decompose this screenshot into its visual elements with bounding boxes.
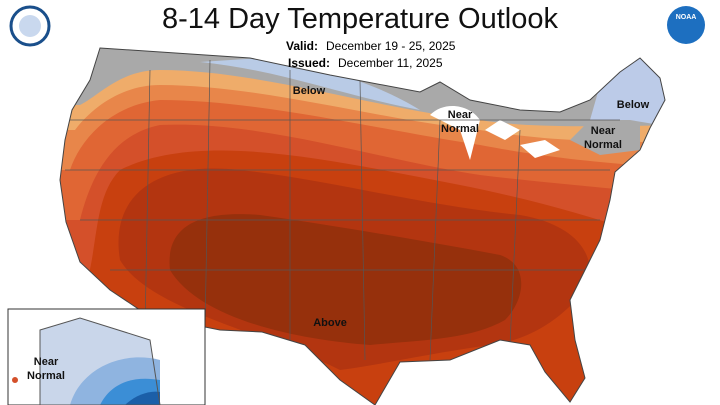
region-label: Normal <box>441 123 479 135</box>
issued-value: December 11, 2025 <box>338 56 443 70</box>
region-label: Near <box>591 125 616 137</box>
region-label: Normal <box>584 139 622 151</box>
issued-label: Issued: <box>288 56 330 70</box>
region-label: Normal <box>27 370 65 382</box>
us-outline <box>59 47 666 405</box>
valid-value: December 19 - 25, 2025 <box>326 39 456 53</box>
region-label: Below <box>293 85 326 97</box>
region-label: Near <box>448 109 473 121</box>
doc-logo-inner <box>19 15 41 37</box>
valid-label: Valid: <box>286 39 318 53</box>
region-labels: Below Near Normal Below Near Normal Above Near N… <box>27 85 650 382</box>
region-label: Above <box>313 317 347 329</box>
title: 8-14 Day Temperature Outlook <box>162 3 559 35</box>
noaa-logo <box>667 6 705 44</box>
alaska-shading <box>12 317 161 405</box>
region-label: Near <box>34 356 59 368</box>
noaa-logo-text: NOAA <box>676 14 697 21</box>
region-label: Below <box>617 99 650 111</box>
